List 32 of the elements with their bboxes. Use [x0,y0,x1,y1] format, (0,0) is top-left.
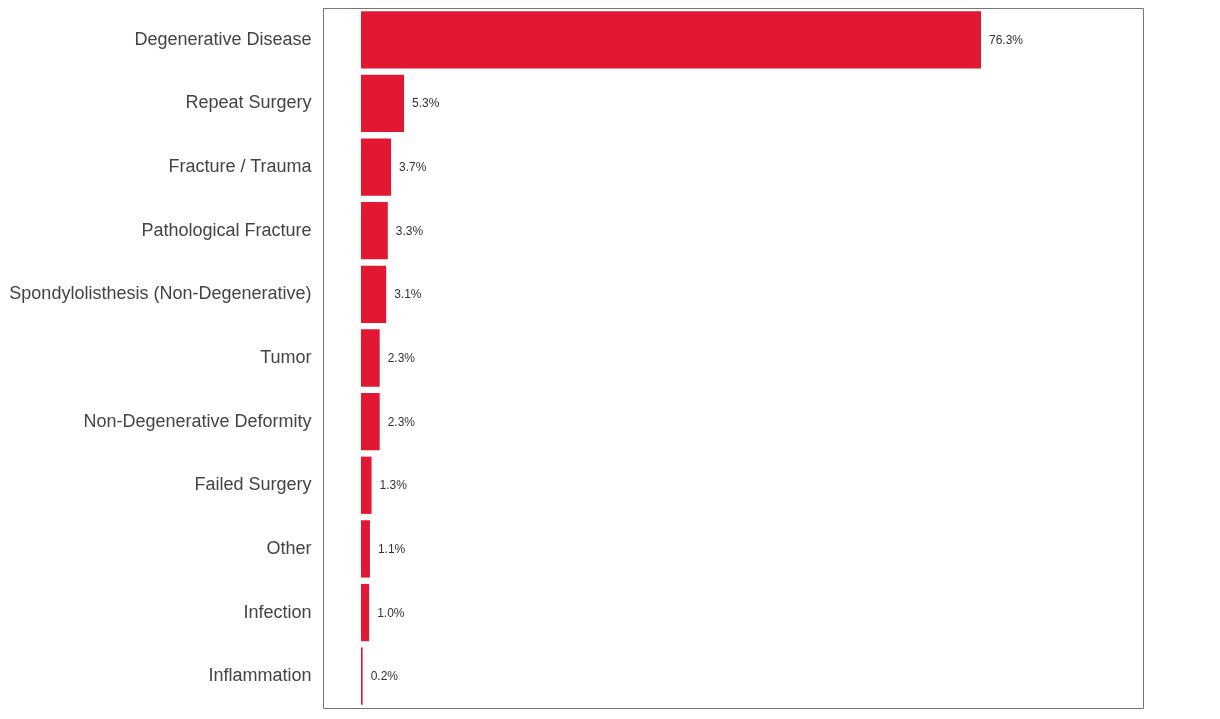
data-label: 1.3% [379,478,408,493]
data-label: 3.1% [394,287,422,302]
bar [361,138,392,196]
data-label: 3.7% [399,160,427,175]
data-label: 76.3% [989,32,1024,47]
data-label: 2.3% [387,351,416,365]
data-label: 2.3% [387,414,416,429]
y-tick-label: Other [266,537,312,558]
data-label: 0.2% [370,669,399,684]
y-tick-label: Spondylolisthesis (Non-Degenerative) [9,283,312,304]
y-tick-label: Inflammation [208,665,312,686]
y-tick-label: Fracture / Trauma [168,156,313,177]
y-tick-label: Repeat Surgery [185,92,312,113]
bar [361,520,370,578]
bar [361,265,387,323]
data-label: 1.1% [377,541,406,556]
y-tick-label: Infection [243,601,312,622]
bar [361,393,380,451]
y-tick-label: Non-Degenerative Deformity [83,410,312,431]
y-tick-label: Tumor [260,347,312,367]
bar [361,11,981,69]
y-tick-label: Degenerative Disease [134,28,312,49]
data-label: 3.3% [395,223,424,238]
bar [361,202,388,260]
bar [361,456,372,514]
bar [361,583,370,642]
y-tick-label: Pathological Fracture [141,219,312,240]
bar [361,74,405,133]
data-label: 5.3% [412,96,440,111]
y-tick-label: Failed Surgery [194,474,312,495]
data-label: 1.0% [377,605,405,620]
bar [361,329,380,387]
